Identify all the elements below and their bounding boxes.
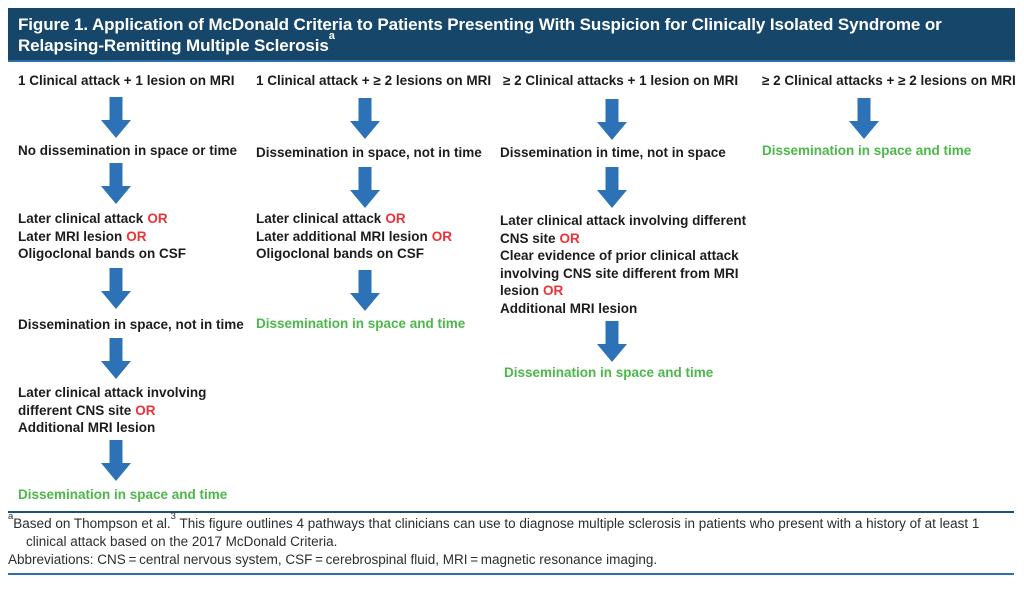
down-arrow-icon	[101, 97, 131, 138]
criteria-line: Oligoclonal bands on CSF	[256, 245, 452, 263]
down-arrow-icon	[350, 167, 380, 208]
entry-criteria: ≥ 2 Clinical attacks + ≥ 2 lesions on MR…	[762, 73, 1016, 88]
pathway-column-3: ≥ 2 Clinical attacks + 1 lesion on MRI D…	[500, 0, 752, 510]
down-arrow-icon	[350, 98, 380, 139]
down-arrow-icon	[101, 338, 131, 379]
footnote: aBased on Thompson et al.3 This figure o…	[8, 511, 1014, 550]
criteria-line: Dissemination in space, not in time	[256, 144, 482, 162]
criteria-text: No dissemination in space or time	[18, 142, 237, 160]
criteria-line: Dissemination in time, not in space	[500, 144, 726, 162]
criteria-line: Later additional MRI lesion OR	[256, 228, 452, 246]
criteria-line-text: CNS site	[500, 230, 556, 246]
criteria-line: Later clinical attack OR	[18, 210, 186, 228]
criteria-line: Later clinical attack involving differen…	[500, 212, 746, 230]
criteria-line-text: Clear evidence of prior clinical attack	[500, 248, 739, 263]
criteria-text: Later clinical attack OR Later MRI lesion…	[18, 210, 186, 263]
divider-line-top	[8, 511, 1014, 513]
criteria-line-text: Additional MRI lesion	[500, 300, 638, 316]
criteria-line: CNS site OR	[500, 230, 746, 248]
criteria-line-text: Later additional MRI lesion	[256, 228, 428, 244]
figure-title-line2: Relapsing-Remitting Multiple Sclerosisa	[18, 31, 1007, 56]
figure-title-bar: Figure 1. Application of McDonald Criter…	[8, 8, 1015, 62]
entry-criteria: ≥ 2 Clinical attacks + 1 lesion on MRI	[503, 73, 739, 88]
criteria-line: different CNS site OR	[18, 402, 206, 420]
criteria-line-text: involving CNS site different from MRI	[500, 265, 739, 281]
criteria-line-text: Later clinical attack	[18, 211, 144, 226]
footnote-text-part1: Based on Thompson et al.	[13, 516, 171, 531]
down-arrow-icon	[597, 321, 627, 362]
abbreviations: Abbreviations: CNS = central nervous sys…	[8, 552, 658, 567]
criteria-line: Oligoclonal bands on CSF	[18, 245, 186, 263]
criteria-line-text: Later clinical attack involving differen…	[500, 213, 747, 228]
figure-title-superscript: a	[328, 30, 335, 43]
down-arrow-icon	[350, 270, 380, 311]
down-arrow-icon	[849, 98, 879, 139]
criteria-line: Additional MRI lesion	[500, 300, 746, 318]
or-label: OR	[126, 228, 147, 244]
or-label: OR	[385, 211, 406, 226]
criteria-line-text: Later MRI lesion	[18, 228, 123, 244]
criteria-line-text: Later clinical attack	[256, 211, 382, 226]
criteria-text: Dissemination in space, not in time	[256, 144, 482, 162]
criteria-line: Later clinical attack OR	[256, 210, 452, 228]
down-arrow-icon	[101, 163, 131, 204]
figure-title-line1: Figure 1. Application of McDonald Criter…	[18, 15, 942, 34]
down-arrow-icon	[101, 440, 131, 481]
outcome-text: Dissemination in space and time	[762, 143, 972, 158]
criteria-line: Later MRI lesion OR	[18, 228, 186, 246]
down-arrow-icon	[101, 268, 131, 309]
pathway-column-4: ≥ 2 Clinical attacks + ≥ 2 lesions on MR…	[762, 0, 1018, 510]
criteria-line-text: Dissemination in time, not in space	[500, 145, 726, 160]
criteria-line-text: Later clinical attack involving	[18, 385, 207, 400]
criteria-line-text: No dissemination in space or time	[18, 143, 238, 158]
criteria-line-text: Additional MRI lesion	[18, 420, 156, 435]
outcome-text: Dissemination in space and time	[18, 487, 228, 502]
or-label: OR	[431, 228, 453, 244]
criteria-line-text: lesion	[500, 283, 540, 298]
footnote-marker: a	[8, 510, 14, 522]
figure-title-line2-text: Relapsing-Remitting Multiple Sclerosis	[18, 36, 329, 55]
outcome-text: Dissemination in space and time	[504, 365, 714, 380]
down-arrow-icon	[597, 167, 627, 208]
entry-criteria: 1 Clinical attack + 1 lesion on MRI	[18, 73, 235, 88]
or-label: OR	[135, 402, 156, 418]
criteria-line: Clear evidence of prior clinical attack	[500, 247, 746, 265]
criteria-text: Later clinical attack OR Later additional…	[256, 210, 452, 263]
down-arrow-icon	[597, 99, 627, 140]
criteria-text: Later clinical attack involving differen…	[18, 384, 206, 437]
criteria-line: involving CNS site different from MRI	[500, 265, 746, 283]
footnote-reference: 3	[170, 510, 176, 522]
pathway-column-2: 1 Clinical attack + ≥ 2 lesions on MRI D…	[256, 0, 496, 510]
criteria-line: No dissemination in space or time	[18, 142, 237, 160]
outcome-text: Dissemination in space and time	[256, 316, 466, 331]
criteria-line: Later clinical attack involving	[18, 384, 206, 402]
criteria-line-text: different CNS site	[18, 402, 132, 418]
criteria-text: Dissemination in time, not in space	[500, 144, 726, 162]
criteria-line: lesion OR	[500, 282, 746, 300]
divider-line-bottom	[8, 573, 1014, 575]
criteria-line: Additional MRI lesion	[18, 419, 206, 437]
or-label: OR	[543, 283, 564, 298]
criteria-line: Dissemination in space, not in time	[18, 316, 244, 334]
criteria-line-text: Oligoclonal bands on CSF	[18, 246, 187, 261]
or-label: OR	[559, 230, 580, 246]
criteria-line-text: Oligoclonal bands on CSF	[256, 246, 425, 261]
footnote-text-part2: This figure outlines 4 pathways that cli…	[26, 516, 980, 549]
criteria-text: Dissemination in space, not in time	[18, 316, 244, 334]
entry-criteria: 1 Clinical attack + ≥ 2 lesions on MRI	[256, 73, 492, 88]
criteria-text: Later clinical attack involving differen…	[500, 212, 746, 317]
pathway-column-1: 1 Clinical attack + 1 lesion on MRI No d…	[18, 0, 256, 510]
criteria-line-text: Dissemination in space, not in time	[18, 317, 244, 332]
or-label: OR	[147, 211, 168, 226]
criteria-line-text: Dissemination in space, not in time	[256, 145, 482, 160]
